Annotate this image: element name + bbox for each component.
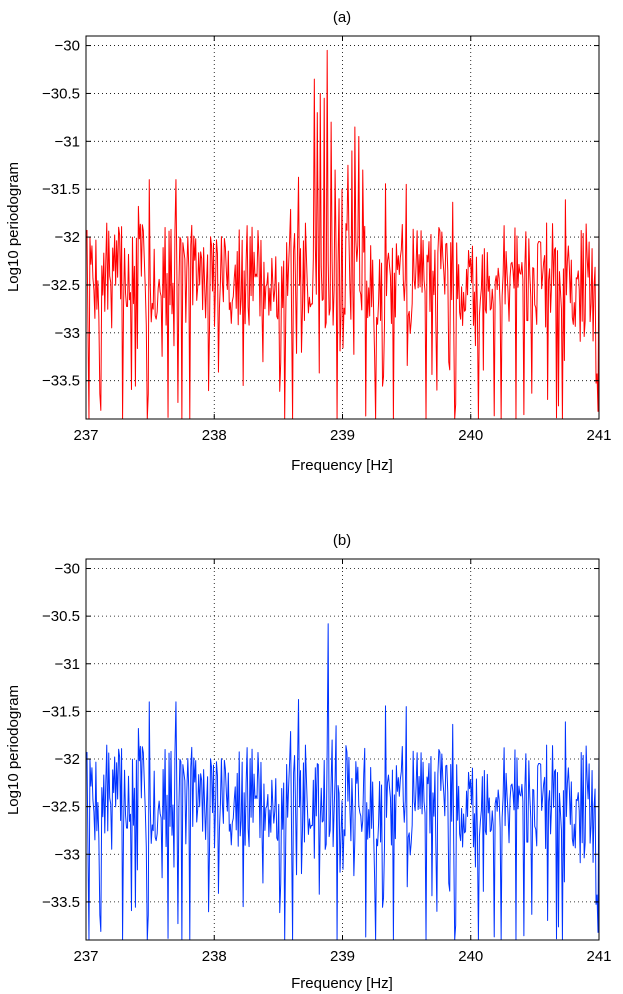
series-line <box>86 49 599 419</box>
x-tick-label: 240 <box>458 427 483 444</box>
x-tick-label: 241 <box>586 427 611 444</box>
y-tick-label: −31 <box>55 656 80 673</box>
y-tick-label: −30.5 <box>42 85 80 102</box>
y-tick-label: −31 <box>55 133 80 150</box>
y-tick-label: −33.5 <box>42 894 80 911</box>
y-tick-label: −32 <box>55 751 80 768</box>
x-tick-label: 238 <box>202 948 227 965</box>
y-tick-label: −31.5 <box>42 181 80 198</box>
chart-b: (b) 237 238 239 240 241 −30 −30.5 −31 −31.5 −32 −3… <box>5 532 612 992</box>
x-tick-label: 239 <box>330 948 355 965</box>
ticks: 237 238 239 240 241 −30 −30.5 −31 −31.5 −32 −32.5 −… <box>42 36 612 444</box>
y-tick-label: −32.5 <box>42 277 80 294</box>
y-tick-label: −30 <box>55 38 80 55</box>
chart-a: (a) 237 238 239 240 241 −30 −30.5 −31 −31.5 −32 −3… <box>5 9 612 474</box>
x-tick-label: 238 <box>202 427 227 444</box>
x-axis-label: Frequency [Hz] <box>291 975 393 992</box>
x-axis-label: Frequency [Hz] <box>291 457 393 474</box>
y-axis-label: Log10 periodogram <box>5 685 22 815</box>
x-tick-label: 240 <box>458 948 483 965</box>
plot-area <box>86 559 599 940</box>
series-layer <box>86 623 599 940</box>
y-tick-label: −30 <box>55 561 80 578</box>
chart-title: (a) <box>333 9 351 26</box>
y-tick-label: −30.5 <box>42 608 80 625</box>
x-tick-label: 237 <box>73 948 98 965</box>
chart-title: (b) <box>333 532 351 549</box>
y-axis-label: Log10 periodogram <box>5 162 22 292</box>
x-tick-label: 239 <box>330 427 355 444</box>
y-tick-label: −33.5 <box>42 373 80 390</box>
ticks: 237 238 239 240 241 −30 −30.5 −31 −31.5 −32 −32.5 −… <box>42 559 612 965</box>
y-tick-label: −32.5 <box>42 799 80 816</box>
y-tick-label: −33 <box>55 846 80 863</box>
series-line <box>86 623 599 940</box>
y-tick-label: −32 <box>55 229 80 246</box>
x-tick-label: 241 <box>586 948 611 965</box>
x-tick-label: 237 <box>73 427 98 444</box>
y-tick-label: −31.5 <box>42 703 80 720</box>
series-layer <box>86 49 599 419</box>
y-tick-label: −33 <box>55 325 80 342</box>
